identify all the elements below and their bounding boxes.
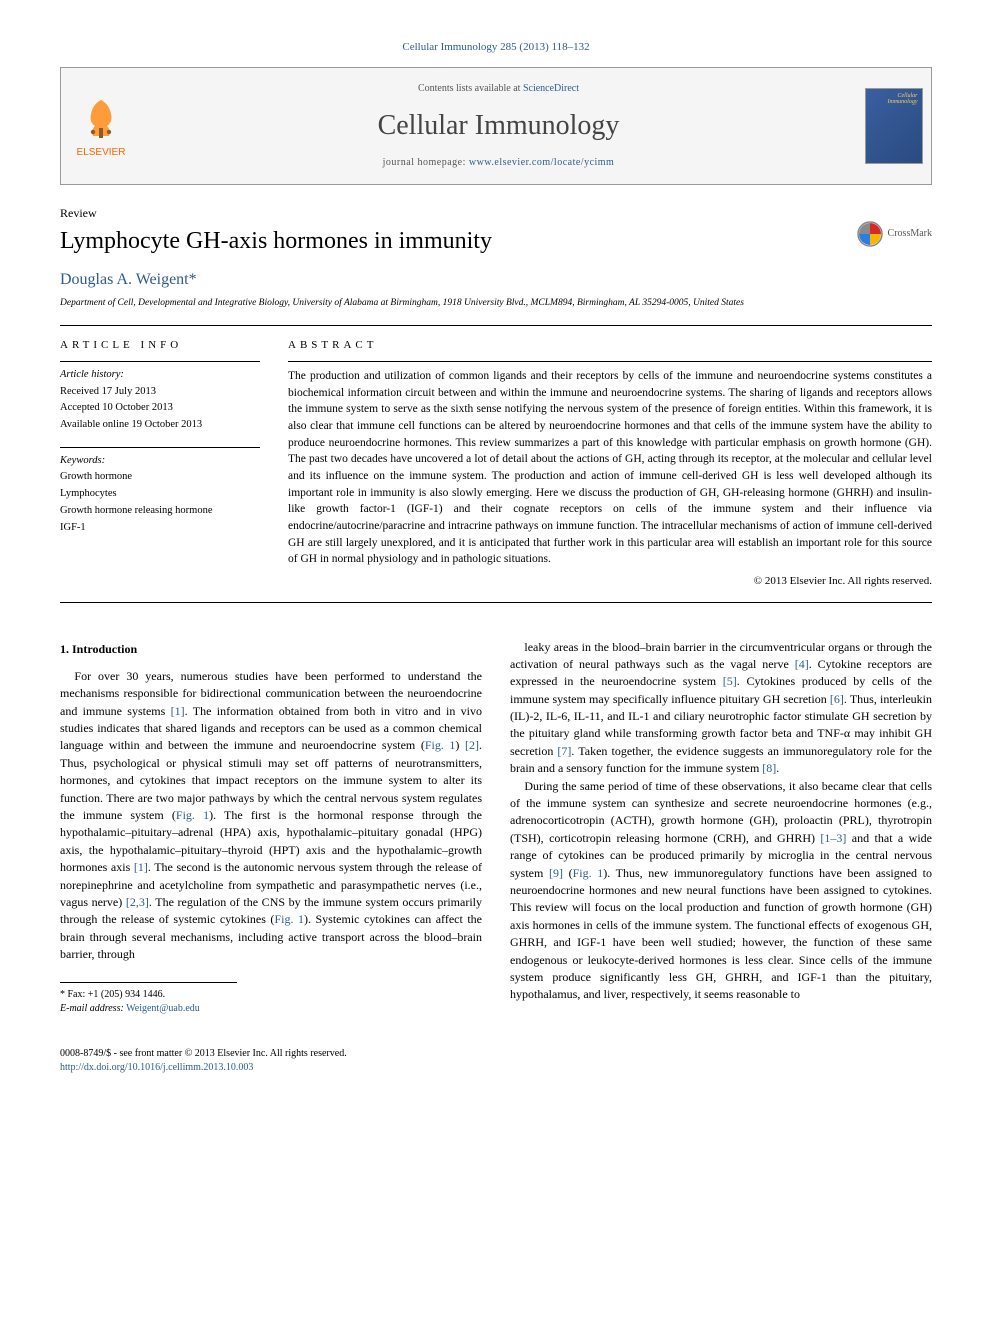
history-label: Article history:	[60, 368, 260, 383]
corresponding-asterisk: *	[189, 271, 197, 288]
author-text: Douglas A. Weigent	[60, 271, 189, 288]
article-info-heading: ARTICLE INFO	[60, 338, 260, 353]
section-1-heading: 1. Introduction	[60, 641, 482, 658]
email-link[interactable]: Weigent@uab.edu	[126, 1003, 200, 1014]
header-center: Contents lists available at ScienceDirec…	[141, 68, 856, 183]
homepage-line: journal homepage: www.elsevier.com/locat…	[151, 156, 846, 170]
top-citation: Cellular Immunology 285 (2013) 118–132	[60, 40, 932, 55]
keyword-0: Growth hormone	[60, 470, 260, 485]
body-para-3: During the same period of time of these …	[510, 778, 932, 1004]
info-subdivider-2	[60, 447, 260, 448]
homepage-link[interactable]: www.elsevier.com/locate/ycimm	[469, 157, 614, 168]
journal-name: Cellular Immunology	[151, 106, 846, 145]
journal-header: ELSEVIER Contents lists available at Sci…	[60, 67, 932, 184]
publisher-logo-block: ELSEVIER	[61, 68, 141, 183]
crossmark-icon	[857, 221, 883, 247]
cover-thumb-block: Cellular Immunology	[856, 68, 931, 183]
cover-title-text: Cellular Immunology	[870, 93, 918, 105]
journal-cover-icon: Cellular Immunology	[865, 88, 923, 164]
section-title: Introduction	[72, 642, 137, 656]
contents-prefix: Contents lists available at	[418, 83, 523, 94]
homepage-prefix: journal homepage:	[383, 157, 469, 168]
article-type: Review	[60, 205, 932, 222]
abstract-subdivider	[288, 361, 932, 362]
fax-line: * Fax: +1 (205) 934 1446.	[60, 988, 237, 1003]
email-line: E-mail address: Weigent@uab.edu	[60, 1002, 237, 1017]
section-number: 1.	[60, 642, 69, 656]
crossmark-label: CrossMark	[888, 227, 932, 241]
abstract-heading: ABSTRACT	[288, 338, 932, 353]
info-subdivider-1	[60, 361, 260, 362]
article-title: Lymphocyte GH-axis hormones in immunity	[60, 225, 932, 259]
abstract-text: The production and utilization of common…	[288, 368, 932, 568]
bottom-block: 0008-8749/$ - see front matter © 2013 El…	[60, 1041, 932, 1075]
online-line: Available online 19 October 2013	[60, 418, 260, 433]
keyword-2: Growth hormone releasing hormone	[60, 504, 260, 519]
divider-top	[60, 325, 932, 326]
doi-link[interactable]: http://dx.doi.org/10.1016/j.cellimm.2013…	[60, 1062, 253, 1073]
issn-line: 0008-8749/$ - see front matter © 2013 El…	[60, 1047, 932, 1061]
author-name[interactable]: Douglas A. Weigent*	[60, 269, 932, 291]
abstract-block: ABSTRACT The production and utilization …	[288, 338, 932, 590]
accepted-line: Accepted 10 October 2013	[60, 401, 260, 416]
body-para-1: For over 30 years, numerous studies have…	[60, 668, 482, 964]
elsevier-tree-icon	[79, 92, 123, 142]
keyword-1: Lymphocytes	[60, 487, 260, 502]
footnote-block: * Fax: +1 (205) 934 1446. E-mail address…	[60, 982, 237, 1017]
copyright-line: © 2013 Elsevier Inc. All rights reserved…	[288, 574, 932, 589]
received-line: Received 17 July 2013	[60, 385, 260, 400]
divider-bottom	[60, 602, 932, 603]
email-label: E-mail address:	[60, 1003, 124, 1014]
article-info-block: ARTICLE INFO Article history: Received 1…	[60, 338, 260, 590]
body-para-2: leaky areas in the blood–brain barrier i…	[510, 639, 932, 778]
crossmark-badge[interactable]: CrossMark	[857, 221, 932, 247]
keywords-label: Keywords:	[60, 454, 260, 469]
publisher-name: ELSEVIER	[77, 146, 126, 160]
contents-line: Contents lists available at ScienceDirec…	[151, 82, 846, 96]
body-columns: 1. Introduction For over 30 years, numer…	[60, 639, 932, 1017]
sciencedirect-link[interactable]: ScienceDirect	[523, 83, 579, 94]
keyword-3: IGF-1	[60, 521, 260, 536]
affiliation: Department of Cell, Developmental and In…	[60, 297, 932, 310]
